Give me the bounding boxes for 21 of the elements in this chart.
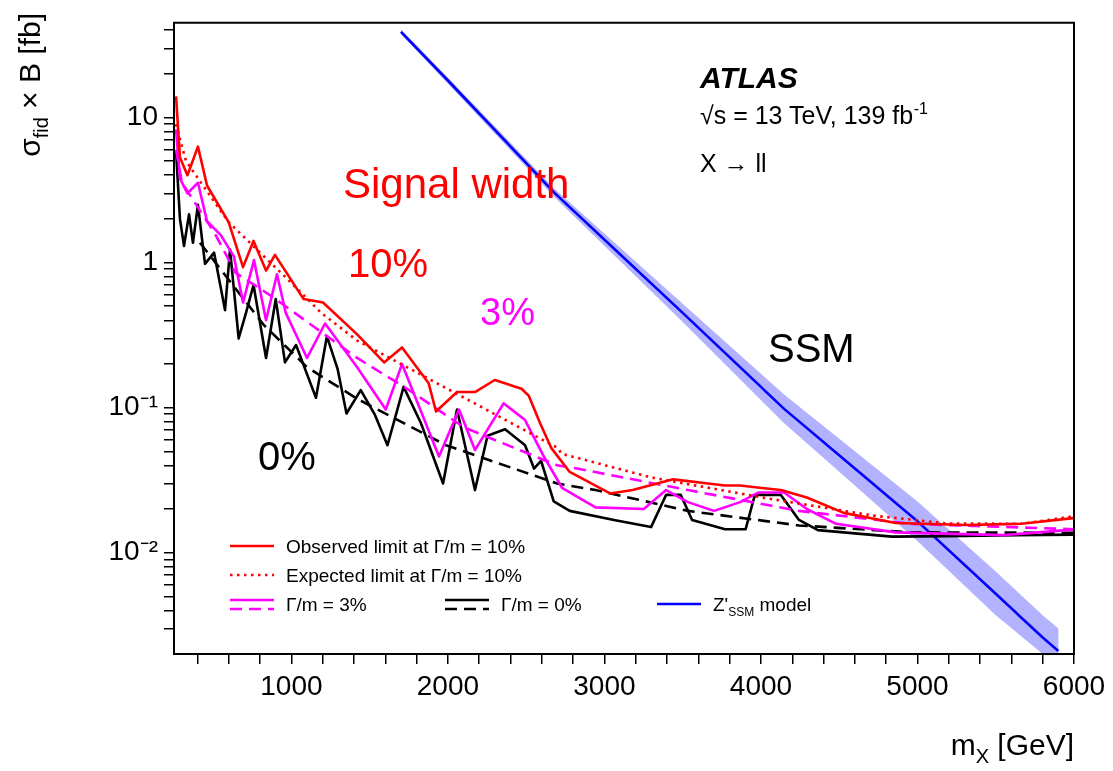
x-tick-label: 3000 xyxy=(573,669,636,701)
annotation: X → ll xyxy=(700,149,767,177)
y-tick-label: 10 xyxy=(126,100,158,132)
x-tick-label: 4000 xyxy=(729,669,793,701)
legend-label: Observed limit at Γ/m = 10% xyxy=(286,536,526,557)
y-tick-label: 10⁻² xyxy=(108,535,158,567)
annotation: SSM xyxy=(768,326,855,370)
legend-label: Expected limit at Γ/m = 10% xyxy=(286,565,523,586)
annotation: 0% xyxy=(258,434,316,478)
legend-label: Γ/m = 0% xyxy=(501,594,582,615)
x-tick-label: 2000 xyxy=(416,669,480,701)
x-tick-label: 1000 xyxy=(260,669,323,701)
annotation: 10% xyxy=(348,241,429,285)
legend-label: Γ/m = 3% xyxy=(286,594,367,615)
x-tick-label: 5000 xyxy=(886,669,949,701)
annotation: 3% xyxy=(480,291,535,333)
y-tick-label: 1 xyxy=(142,245,158,277)
x-tick-label: 6000 xyxy=(1042,669,1106,701)
annotation: ATLAS xyxy=(699,61,798,94)
y-axis-title: σfid × B [fb] xyxy=(13,12,53,157)
y-tick-label: 10⁻¹ xyxy=(108,390,158,422)
